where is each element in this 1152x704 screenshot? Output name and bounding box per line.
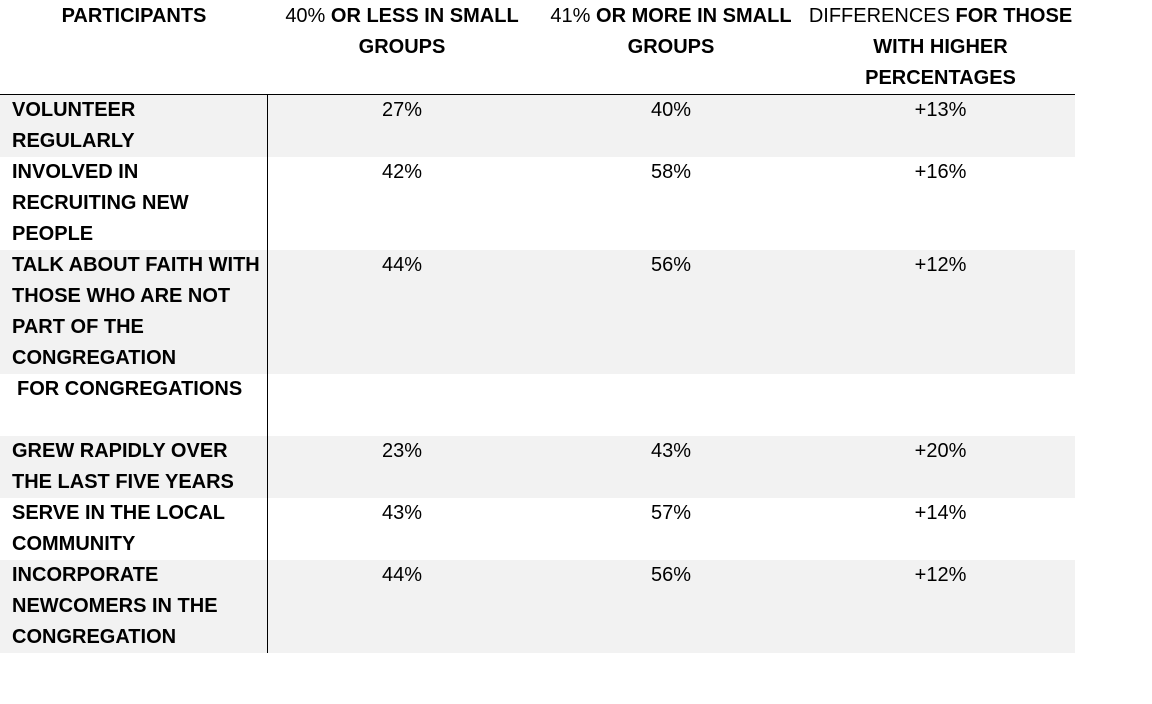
header-col-diff-word: DIFFERENCES: [808, 5, 950, 27]
cell-low: 42%: [381, 161, 423, 183]
cell-high: 56%: [650, 564, 692, 586]
table-row: VOLUNTEER REGULARLY 27% 40% +13%: [0, 95, 1075, 157]
row-label: VOLUNTEER REGULARLY: [0, 95, 268, 157]
header-col-low-percent: 40%: [285, 5, 326, 27]
table-row: SERVE IN THE LOCAL COMMUNITY 43% 57% +14…: [0, 498, 1075, 560]
row-label: SERVE IN THE LOCAL COMMUNITY: [0, 498, 268, 560]
cell-diff: +16%: [914, 161, 967, 183]
cell-diff: +12%: [914, 254, 967, 276]
header-col-low: 40% OR LESS IN SMALL GROUPS: [268, 1, 536, 63]
cell-high: 43%: [650, 440, 692, 462]
row-label: INCORPORATE NEWCOMERS IN THE CONGREGATIO…: [0, 560, 268, 653]
cell-high: 57%: [650, 502, 692, 524]
cell-diff: +14%: [914, 502, 967, 524]
comparison-table: PARTICIPANTS 40% OR LESS IN SMALL GROUPS…: [0, 0, 1075, 653]
cell-diff: +20%: [914, 440, 967, 462]
cell-high: 58%: [650, 161, 692, 183]
header-col-high-text: OR MORE IN SMALL GROUPS: [590, 5, 792, 58]
cell-low: 23%: [381, 440, 423, 462]
header-col-high: 41% OR MORE IN SMALL GROUPS: [536, 1, 806, 63]
table-row: TALK ABOUT FAITH WITH THOSE WHO ARE NOT …: [0, 250, 1075, 374]
cell-low: 27%: [381, 99, 423, 121]
table-row: GREW RAPIDLY OVER THE LAST FIVE YEARS 23…: [0, 436, 1075, 498]
row-label: TALK ABOUT FAITH WITH THOSE WHO ARE NOT …: [0, 250, 268, 374]
cell-low: 44%: [381, 254, 423, 276]
table-row: INCORPORATE NEWCOMERS IN THE CONGREGATIO…: [0, 560, 1075, 653]
table-header: PARTICIPANTS 40% OR LESS IN SMALL GROUPS…: [0, 0, 1075, 95]
cell-diff: +13%: [914, 99, 967, 121]
table-row: INVOLVED IN RECRUITING NEW PEOPLE 42% 58…: [0, 157, 1075, 250]
header-col-high-percent: 41%: [550, 5, 591, 27]
row-label: INVOLVED IN RECRUITING NEW PEOPLE: [0, 157, 268, 250]
cell-low: 43%: [381, 502, 423, 524]
cell-diff: +12%: [914, 564, 967, 586]
header-col-diff-text: FOR THOSE WITH HIGHER PERCENTAGES: [865, 5, 1073, 89]
header-participants: PARTICIPANTS: [61, 5, 207, 27]
section-row: FOR CONGREGATIONS: [0, 374, 1075, 436]
cell-high: 40%: [650, 99, 692, 121]
cell-high: 56%: [650, 254, 692, 276]
cell-low: 44%: [381, 564, 423, 586]
section-label: FOR CONGREGATIONS: [0, 374, 268, 436]
row-label: GREW RAPIDLY OVER THE LAST FIVE YEARS: [0, 436, 268, 498]
header-col-low-text: OR LESS IN SMALL GROUPS: [325, 5, 519, 58]
header-col-diff: DIFFERENCES FOR THOSE WITH HIGHER PERCEN…: [806, 1, 1075, 94]
